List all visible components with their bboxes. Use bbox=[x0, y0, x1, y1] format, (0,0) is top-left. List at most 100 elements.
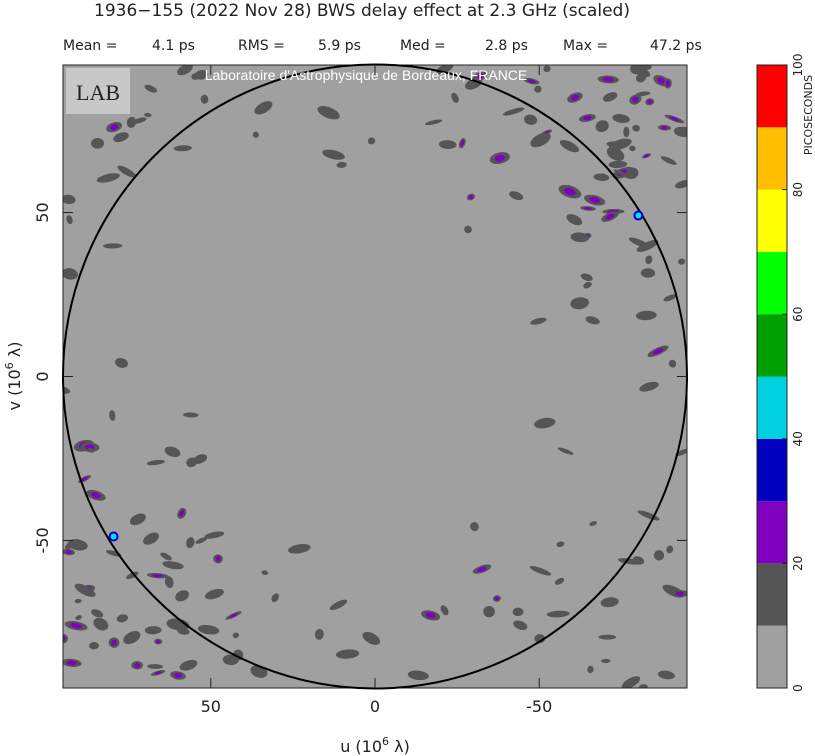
texture-blob bbox=[580, 273, 593, 282]
texture bbox=[63, 65, 687, 688]
texture-blob bbox=[621, 676, 641, 688]
colorbar-segment bbox=[757, 189, 787, 252]
texture-core bbox=[669, 116, 680, 122]
stat-label: RMS = bbox=[238, 38, 285, 54]
texture-blob bbox=[164, 576, 174, 588]
texture-blob bbox=[271, 593, 279, 603]
stat-value: 2.8 ps bbox=[485, 38, 528, 54]
texture-blob bbox=[362, 631, 381, 645]
texture-core bbox=[134, 662, 141, 668]
texture-blob bbox=[600, 658, 611, 664]
texture-blob bbox=[63, 268, 78, 280]
texture-blob bbox=[645, 255, 653, 265]
texture-blob bbox=[66, 215, 73, 225]
x-tick-label: 0 bbox=[370, 697, 380, 716]
texture-core bbox=[174, 672, 182, 679]
texture-blob bbox=[673, 126, 687, 137]
texture-blob bbox=[177, 65, 193, 76]
stat-value: 5.9 ps bbox=[318, 38, 361, 54]
y-tick-label: 0 bbox=[33, 371, 52, 381]
texture-blob bbox=[598, 173, 607, 181]
texture-blob bbox=[113, 132, 129, 143]
colorbar-frame bbox=[756, 64, 788, 689]
texture-blob bbox=[288, 544, 311, 554]
texture-core bbox=[70, 622, 82, 629]
texture-core bbox=[81, 476, 88, 482]
texture-blob bbox=[512, 607, 524, 617]
texture-blob bbox=[623, 126, 630, 138]
texture-core bbox=[644, 154, 649, 158]
texture-core bbox=[66, 660, 77, 666]
texture-core bbox=[665, 80, 670, 87]
texture-core bbox=[425, 612, 436, 619]
texture-blob bbox=[336, 161, 347, 168]
point bbox=[633, 210, 644, 221]
texture-blob bbox=[252, 131, 259, 138]
texture-blob bbox=[105, 550, 122, 557]
texture-core bbox=[589, 196, 600, 204]
texture-blob bbox=[534, 85, 542, 93]
texture-blob bbox=[600, 597, 619, 608]
texture-blob bbox=[143, 532, 159, 545]
texture-blob bbox=[440, 605, 449, 616]
stat-label: Mean = bbox=[63, 38, 117, 54]
texture-blob bbox=[635, 65, 652, 71]
y-tick-label: 50 bbox=[33, 202, 52, 222]
texture-blob bbox=[546, 610, 570, 618]
colorbar-tick-label: 0 bbox=[791, 684, 805, 692]
texture-blob bbox=[367, 137, 376, 145]
watermark: Laboratoire d'Astrophysique de Bordeaux,… bbox=[205, 67, 528, 83]
texture-blob bbox=[144, 84, 157, 93]
texture-core bbox=[229, 613, 238, 618]
texture-blob bbox=[559, 139, 580, 153]
colorbar-tick-label: 20 bbox=[791, 556, 805, 571]
texture-core bbox=[564, 187, 576, 196]
texture-blob bbox=[91, 609, 104, 618]
texture-blob bbox=[595, 120, 609, 133]
texture-blob bbox=[629, 145, 636, 152]
texture-blob bbox=[89, 642, 100, 650]
texture-blob bbox=[317, 106, 340, 120]
colorbar-segment bbox=[757, 563, 787, 626]
texture-blob bbox=[660, 156, 677, 165]
texture-blob bbox=[335, 649, 360, 659]
texture-blob bbox=[543, 65, 551, 73]
texture-blob bbox=[126, 571, 139, 580]
texture-core bbox=[179, 510, 185, 517]
y-tick-label: -50 bbox=[33, 527, 52, 553]
colorbar-segment bbox=[757, 438, 787, 502]
texture-core bbox=[584, 207, 592, 210]
texture-blob bbox=[612, 114, 630, 124]
texture-blob bbox=[407, 670, 429, 681]
texture-blob bbox=[200, 94, 209, 104]
texture-blob bbox=[205, 588, 224, 600]
texture-blob bbox=[638, 684, 648, 688]
texture-core bbox=[652, 348, 664, 355]
texture-blob bbox=[314, 628, 324, 640]
texture-blob bbox=[424, 119, 443, 126]
texture-blob bbox=[534, 417, 556, 429]
colorbar-tick-label: 80 bbox=[791, 182, 805, 197]
texture-core bbox=[468, 195, 473, 199]
texture-blob bbox=[502, 107, 525, 116]
texture-blob bbox=[63, 194, 76, 205]
texture-blob bbox=[570, 297, 589, 310]
logo-box bbox=[66, 68, 130, 114]
texture-blob bbox=[608, 138, 632, 151]
texture-blob bbox=[232, 632, 239, 639]
texture-blob bbox=[557, 447, 574, 455]
texture-blob bbox=[606, 147, 625, 161]
texture-blob bbox=[117, 165, 137, 178]
plot-area bbox=[63, 65, 687, 688]
texture-blob bbox=[530, 317, 547, 325]
texture-blob bbox=[116, 614, 129, 623]
texture-blob bbox=[439, 140, 457, 150]
texture-blob bbox=[175, 590, 190, 602]
texture-blob bbox=[103, 243, 123, 249]
texture-blob bbox=[162, 561, 184, 570]
texture-blob bbox=[509, 191, 524, 201]
texture-core bbox=[494, 596, 499, 601]
texture-blob bbox=[126, 116, 137, 128]
texture-blob bbox=[144, 626, 162, 635]
